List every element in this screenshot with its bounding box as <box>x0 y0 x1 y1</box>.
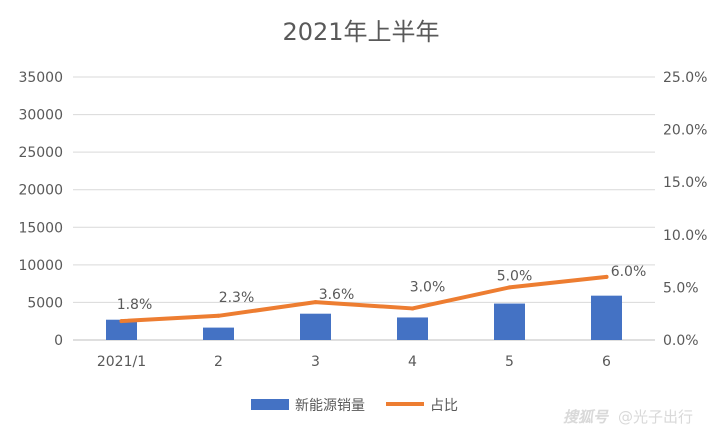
line-point <box>119 319 124 324</box>
line-point <box>410 306 415 311</box>
right-axis-tick-label: 15.0% <box>663 175 707 191</box>
x-axis-tick-label: 5 <box>505 354 514 370</box>
left-axis-tick-label: 10000 <box>18 258 63 274</box>
x-axis-tick-label: 4 <box>408 354 417 370</box>
watermark-logo: 搜狐号 <box>563 408 610 426</box>
chart-title: 2021年上半年 <box>282 18 439 46</box>
left-axis-tick-label: 20000 <box>18 183 63 199</box>
gridlines <box>73 76 655 341</box>
line-data-label: 3.0% <box>410 279 446 295</box>
line-data-label: 6.0% <box>611 264 647 280</box>
right-axis-tick-label: 5.0% <box>663 280 699 296</box>
line-series-path <box>119 274 609 324</box>
right-axis-tick-label: 0.0% <box>663 333 699 349</box>
left-axis-tick-label: 0 <box>54 333 63 349</box>
left-axis-tick-label: 25000 <box>18 145 63 161</box>
bar-series <box>106 295 622 340</box>
x-axis-tick-label: 3 <box>311 354 320 370</box>
line-data-label: 5.0% <box>497 268 533 284</box>
x-axis-tick-label: 2021/1 <box>97 354 146 370</box>
right-axis-tick-label: 10.0% <box>663 228 707 244</box>
legend-label-bar: 新能源销量 <box>295 398 365 414</box>
watermark-text: @光子出行 <box>618 408 693 426</box>
left-axis-ticks: 0 5000 10000 15000 20000 25000 30000 35000 <box>18 70 63 349</box>
left-axis-tick-label: 15000 <box>18 220 63 236</box>
bar <box>106 319 137 340</box>
line-point <box>507 285 512 290</box>
line-point <box>216 313 221 318</box>
left-axis-tick-label: 5000 <box>27 295 63 311</box>
line-point <box>313 300 318 305</box>
bar <box>494 303 525 340</box>
legend-swatch-bar <box>251 399 289 410</box>
line-point <box>604 274 609 279</box>
right-axis-ticks: 0.0% 5.0% 10.0% 15.0% 20.0% 25.0% <box>663 70 707 349</box>
right-axis-tick-label: 20.0% <box>663 123 707 139</box>
x-axis-tick-label: 6 <box>602 354 611 370</box>
line-series: 1.8% 2.3% 3.6% 3.0% 5.0% 6.0% <box>117 264 647 324</box>
bar <box>300 313 331 340</box>
line-data-label: 2.3% <box>219 290 255 306</box>
line-data-label: 1.8% <box>117 297 153 313</box>
x-axis-ticks: 2021/1 2 3 4 5 6 <box>97 354 611 370</box>
legend: 新能源销量 占比 <box>251 398 458 414</box>
watermark: 搜狐号 @光子出行 <box>563 408 693 426</box>
bar <box>397 317 428 340</box>
left-axis-tick-label: 30000 <box>18 108 63 124</box>
right-axis-tick-label: 25.0% <box>663 70 707 86</box>
line-data-label: 3.6% <box>319 287 355 303</box>
legend-label-line: 占比 <box>430 398 458 414</box>
x-axis-tick-label: 2 <box>214 354 223 370</box>
bar <box>591 295 622 340</box>
bar <box>203 327 234 340</box>
left-axis-tick-label: 35000 <box>18 70 63 86</box>
